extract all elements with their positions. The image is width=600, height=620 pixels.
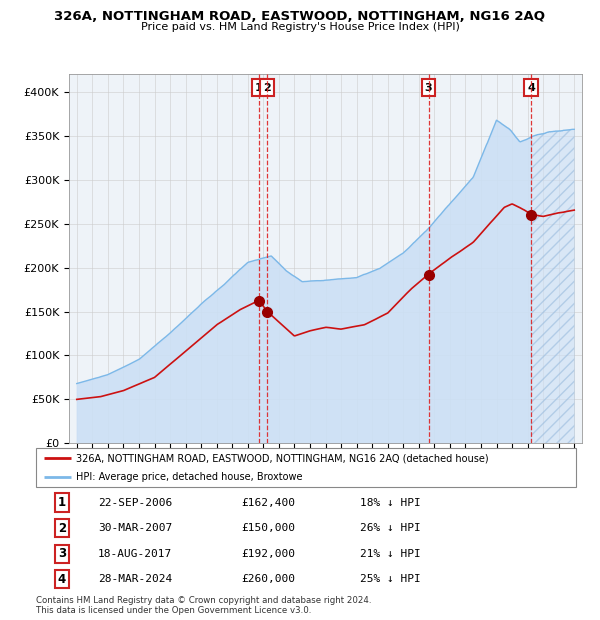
Text: 25% ↓ HPI: 25% ↓ HPI <box>360 574 421 584</box>
Text: 2: 2 <box>58 521 66 534</box>
Text: 3: 3 <box>425 82 433 92</box>
Text: This data is licensed under the Open Government Licence v3.0.: This data is licensed under the Open Gov… <box>36 606 311 616</box>
Text: 326A, NOTTINGHAM ROAD, EASTWOOD, NOTTINGHAM, NG16 2AQ (detached house): 326A, NOTTINGHAM ROAD, EASTWOOD, NOTTING… <box>77 453 489 463</box>
Text: 18-AUG-2017: 18-AUG-2017 <box>98 549 172 559</box>
Text: 1: 1 <box>58 496 66 509</box>
Text: 21% ↓ HPI: 21% ↓ HPI <box>360 549 421 559</box>
Text: £192,000: £192,000 <box>241 549 295 559</box>
FancyBboxPatch shape <box>36 448 576 487</box>
Text: 3: 3 <box>58 547 66 560</box>
Text: 4: 4 <box>527 82 535 92</box>
Text: 1: 1 <box>255 82 263 92</box>
Text: £150,000: £150,000 <box>241 523 295 533</box>
Text: 30-MAR-2007: 30-MAR-2007 <box>98 523 172 533</box>
Text: Contains HM Land Registry data © Crown copyright and database right 2024.: Contains HM Land Registry data © Crown c… <box>36 596 371 606</box>
Text: 2: 2 <box>263 82 271 92</box>
Text: £162,400: £162,400 <box>241 498 295 508</box>
Text: Price paid vs. HM Land Registry's House Price Index (HPI): Price paid vs. HM Land Registry's House … <box>140 22 460 32</box>
Text: 26% ↓ HPI: 26% ↓ HPI <box>360 523 421 533</box>
Text: 18% ↓ HPI: 18% ↓ HPI <box>360 498 421 508</box>
Text: 22-SEP-2006: 22-SEP-2006 <box>98 498 172 508</box>
Text: HPI: Average price, detached house, Broxtowe: HPI: Average price, detached house, Brox… <box>77 472 303 482</box>
Text: £260,000: £260,000 <box>241 574 295 584</box>
Text: 28-MAR-2024: 28-MAR-2024 <box>98 574 172 584</box>
Text: 4: 4 <box>58 573 66 586</box>
Text: 326A, NOTTINGHAM ROAD, EASTWOOD, NOTTINGHAM, NG16 2AQ: 326A, NOTTINGHAM ROAD, EASTWOOD, NOTTING… <box>55 10 545 23</box>
